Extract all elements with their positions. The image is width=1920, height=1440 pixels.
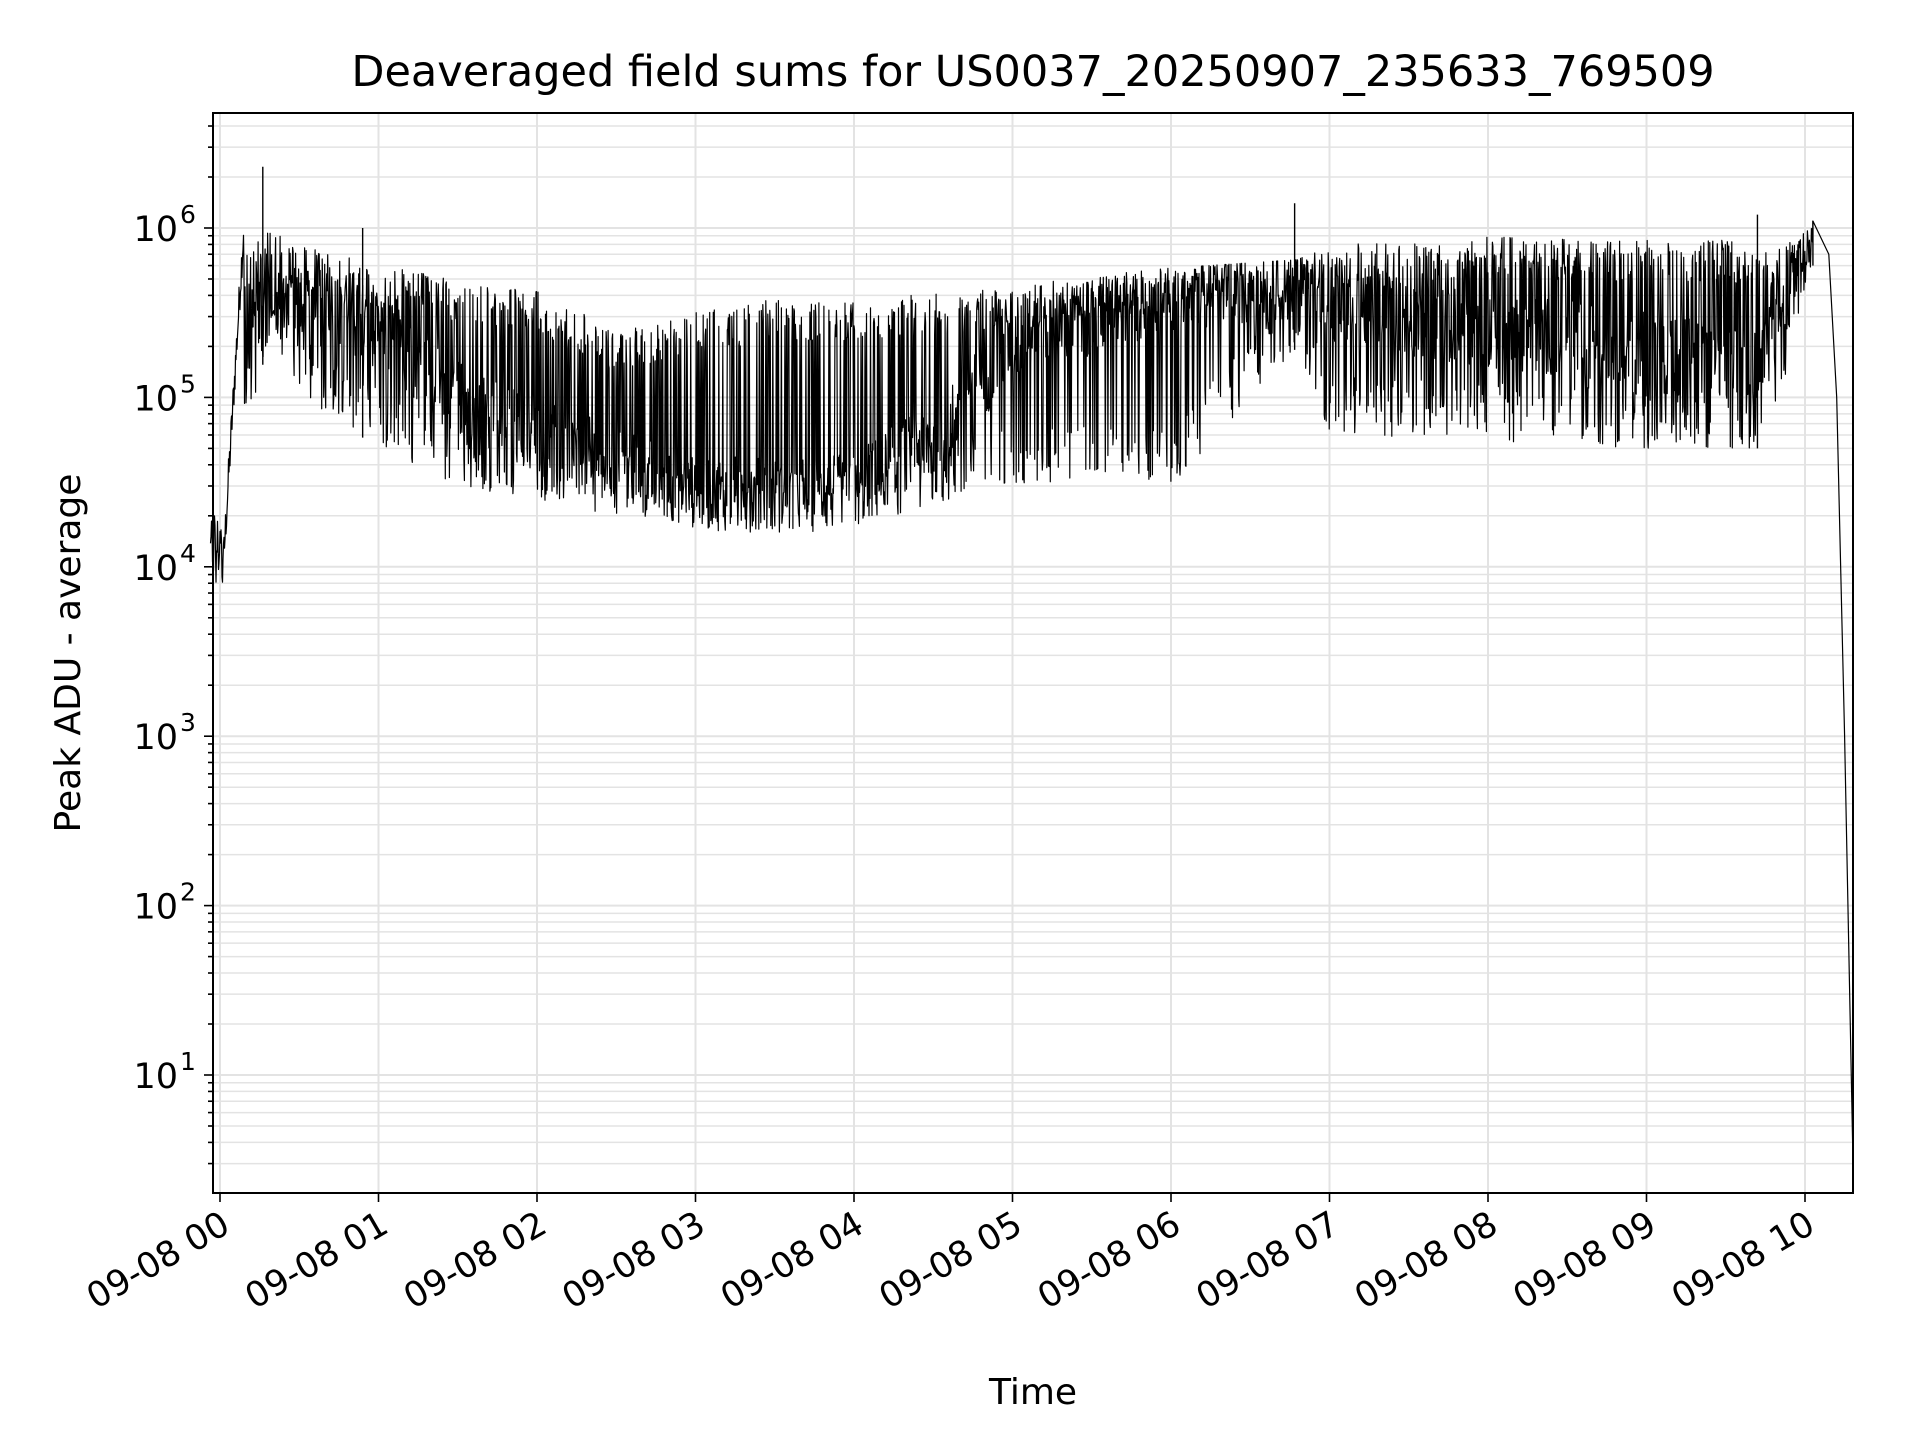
data-layer (209, 166, 1854, 1143)
y-tick-label-base: 10 (133, 1057, 178, 1097)
y-tick-label-exponent: 2 (180, 878, 196, 907)
y-tick-label: 10 6 (133, 200, 195, 250)
y-axis-label: Peak ADU - average (48, 474, 89, 833)
x-tick-label: 09-08 08 (1348, 1204, 1504, 1317)
y-tick-label: 10 1 (133, 1047, 195, 1097)
y-tick-label-base: 10 (133, 549, 178, 589)
y-tick-label: 10 4 (133, 539, 195, 589)
y-tick-label-base: 10 (133, 718, 178, 758)
y-tick-label: 10 5 (133, 369, 195, 419)
x-tick-label: 09-08 01 (239, 1204, 395, 1317)
x-tick-label: 09-08 07 (1190, 1204, 1346, 1317)
y-tick-label-base: 10 (133, 379, 178, 419)
y-tick-label-exponent: 6 (180, 200, 196, 229)
x-axis-label: Time (988, 1372, 1077, 1413)
x-tick-label: 09-08 10 (1665, 1204, 1821, 1317)
x-tick-label: 09-08 09 (1507, 1204, 1663, 1317)
x-tick-label: 09-08 02 (397, 1204, 553, 1317)
series-line (209, 220, 1854, 1143)
y-tick-label: 10 3 (133, 708, 195, 758)
x-tick-label: 09-08 06 (1031, 1204, 1187, 1317)
x-tick-label: 09-08 00 (80, 1204, 236, 1317)
x-tick-label: 09-08 04 (714, 1204, 870, 1317)
y-tick-label-base: 10 (133, 210, 178, 250)
y-tick-label: 10 2 (133, 878, 195, 928)
x-tick-label: 09-08 05 (873, 1204, 1029, 1317)
y-tick-label-exponent: 5 (180, 369, 196, 398)
chart-title: Deaveraged field sums for US0037_2025090… (351, 47, 1714, 97)
y-tick-label-exponent: 1 (180, 1047, 196, 1076)
y-tick-label-exponent: 4 (180, 539, 196, 568)
plot-frame (212, 112, 1854, 1194)
x-tick-label: 09-08 03 (556, 1204, 712, 1317)
y-tick-label-exponent: 3 (180, 708, 196, 737)
y-tick-label-base: 10 (133, 888, 178, 928)
